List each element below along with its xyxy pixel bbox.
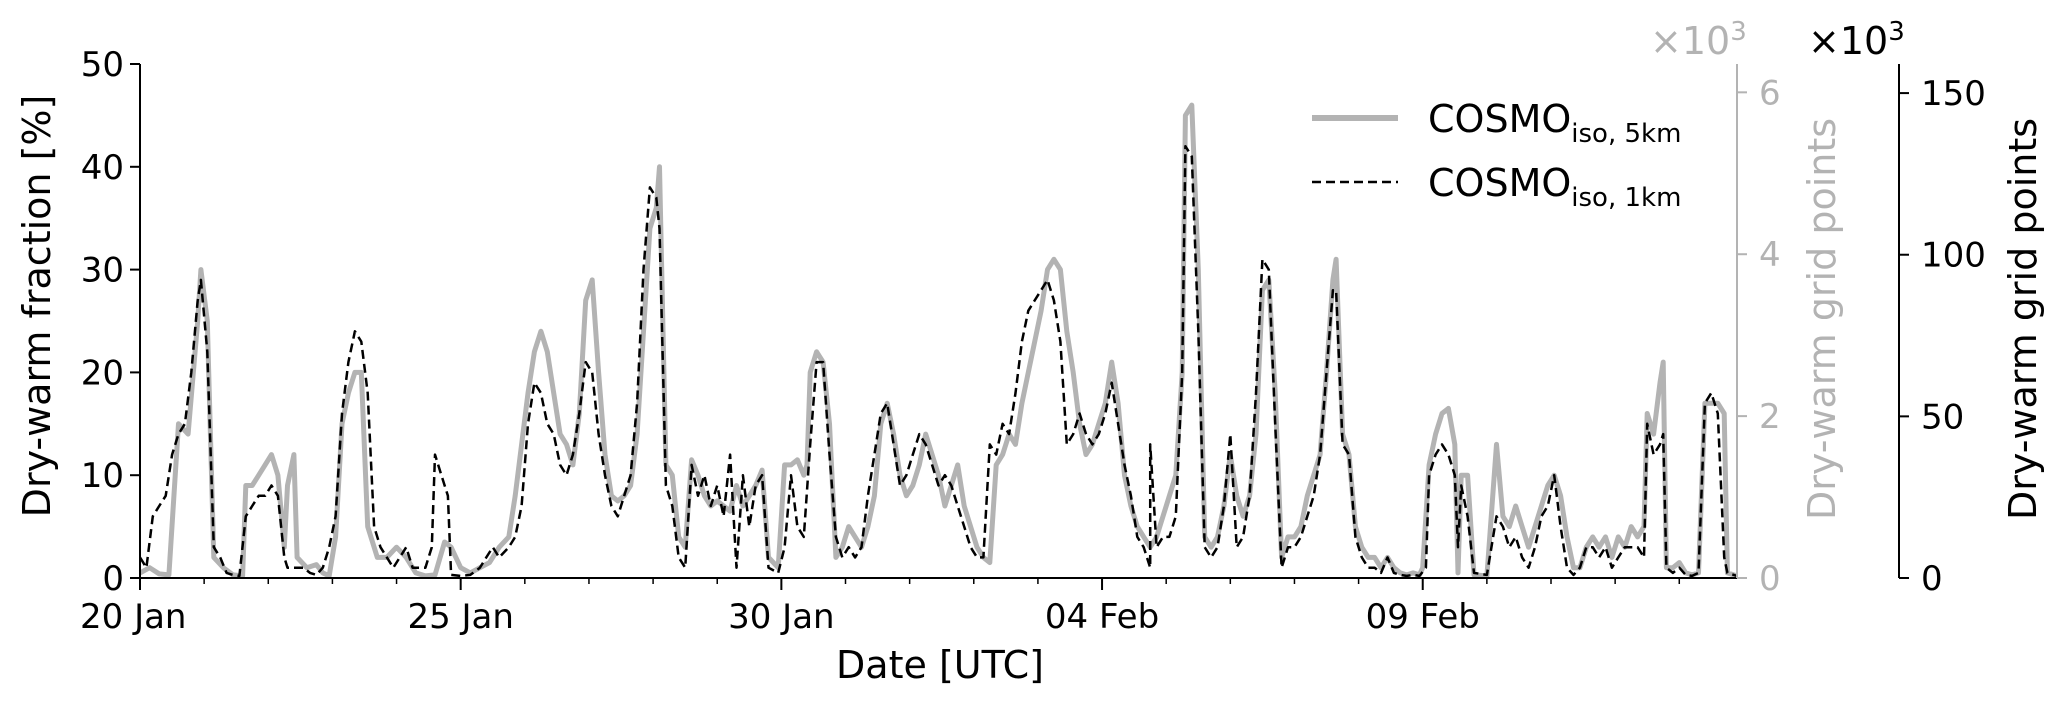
x-tick-label: 30 Jan [728, 597, 834, 637]
y-left-tick-label: 50 [81, 45, 124, 85]
series-line-1km [138, 144, 1738, 578]
series-line-5km [138, 102, 1738, 579]
x-axis-label: Date [UTC] [836, 643, 1044, 687]
y-right-outer-tick-label: 50 [1921, 397, 1964, 437]
y-right-outer-tick-label: 0 [1921, 559, 1943, 599]
right-outer-multiplier-exponent: 3 [1888, 17, 1905, 47]
y-right-inner-tick-label: 2 [1759, 397, 1781, 437]
y-right-inner-tick-label: 4 [1759, 235, 1781, 275]
legend-label-5km: COSMOiso, 5km [1428, 97, 1681, 149]
right-inner-multiplier: ×103 [1650, 17, 1747, 63]
legend: COSMOiso, 5km COSMOiso, 1km [1312, 97, 1681, 213]
y-axis-right-inner-label: Dry-warm grid points [1800, 118, 1844, 520]
legend-label-1km-sub: iso, 1km [1571, 183, 1681, 213]
axes-layer [139, 64, 1900, 579]
y-axis-right-outer-label: Dry-warm grid points [2001, 118, 2045, 520]
y-left-tick-label: 20 [81, 353, 124, 393]
y-right-inner-tick-label: 0 [1759, 559, 1781, 599]
series-layer [138, 102, 1738, 579]
y-left-tick-label: 40 [81, 148, 124, 188]
y-right-outer-tick-label: 150 [1921, 74, 1986, 114]
x-tick-label: 09 Feb [1366, 597, 1480, 637]
y-left-tick-label: 10 [81, 456, 124, 496]
x-tick-label: 20 Jan [80, 597, 186, 637]
x-tick-label: 04 Feb [1045, 597, 1159, 637]
legend-label-5km-name: COSMO [1428, 97, 1571, 141]
y-right-inner-tick-label: 6 [1759, 73, 1781, 113]
y-left-tick-label: 0 [102, 559, 124, 599]
y-right-outer-tick-label: 100 [1921, 236, 1986, 276]
legend-label-1km: COSMOiso, 1km [1428, 161, 1681, 213]
y-axis-left-label: Dry-warm fraction [%] [15, 95, 59, 518]
legend-label-1km-name: COSMO [1428, 161, 1571, 205]
right-outer-multiplier: ×103 [1808, 17, 1905, 63]
right-inner-multiplier-base: ×10 [1650, 19, 1730, 63]
y-left-tick-label: 30 [81, 251, 124, 291]
ticks-layer: 0 10 20 30 40 50 0 2 4 6 0 50 100 150 20 Jan 25 Jan 30 J… [80, 45, 1986, 637]
x-tick-label: 25 Jan [407, 597, 513, 637]
legend-label-5km-sub: iso, 5km [1571, 119, 1681, 149]
right-inner-multiplier-exponent: 3 [1730, 17, 1747, 47]
right-outer-multiplier-base: ×10 [1808, 19, 1888, 63]
